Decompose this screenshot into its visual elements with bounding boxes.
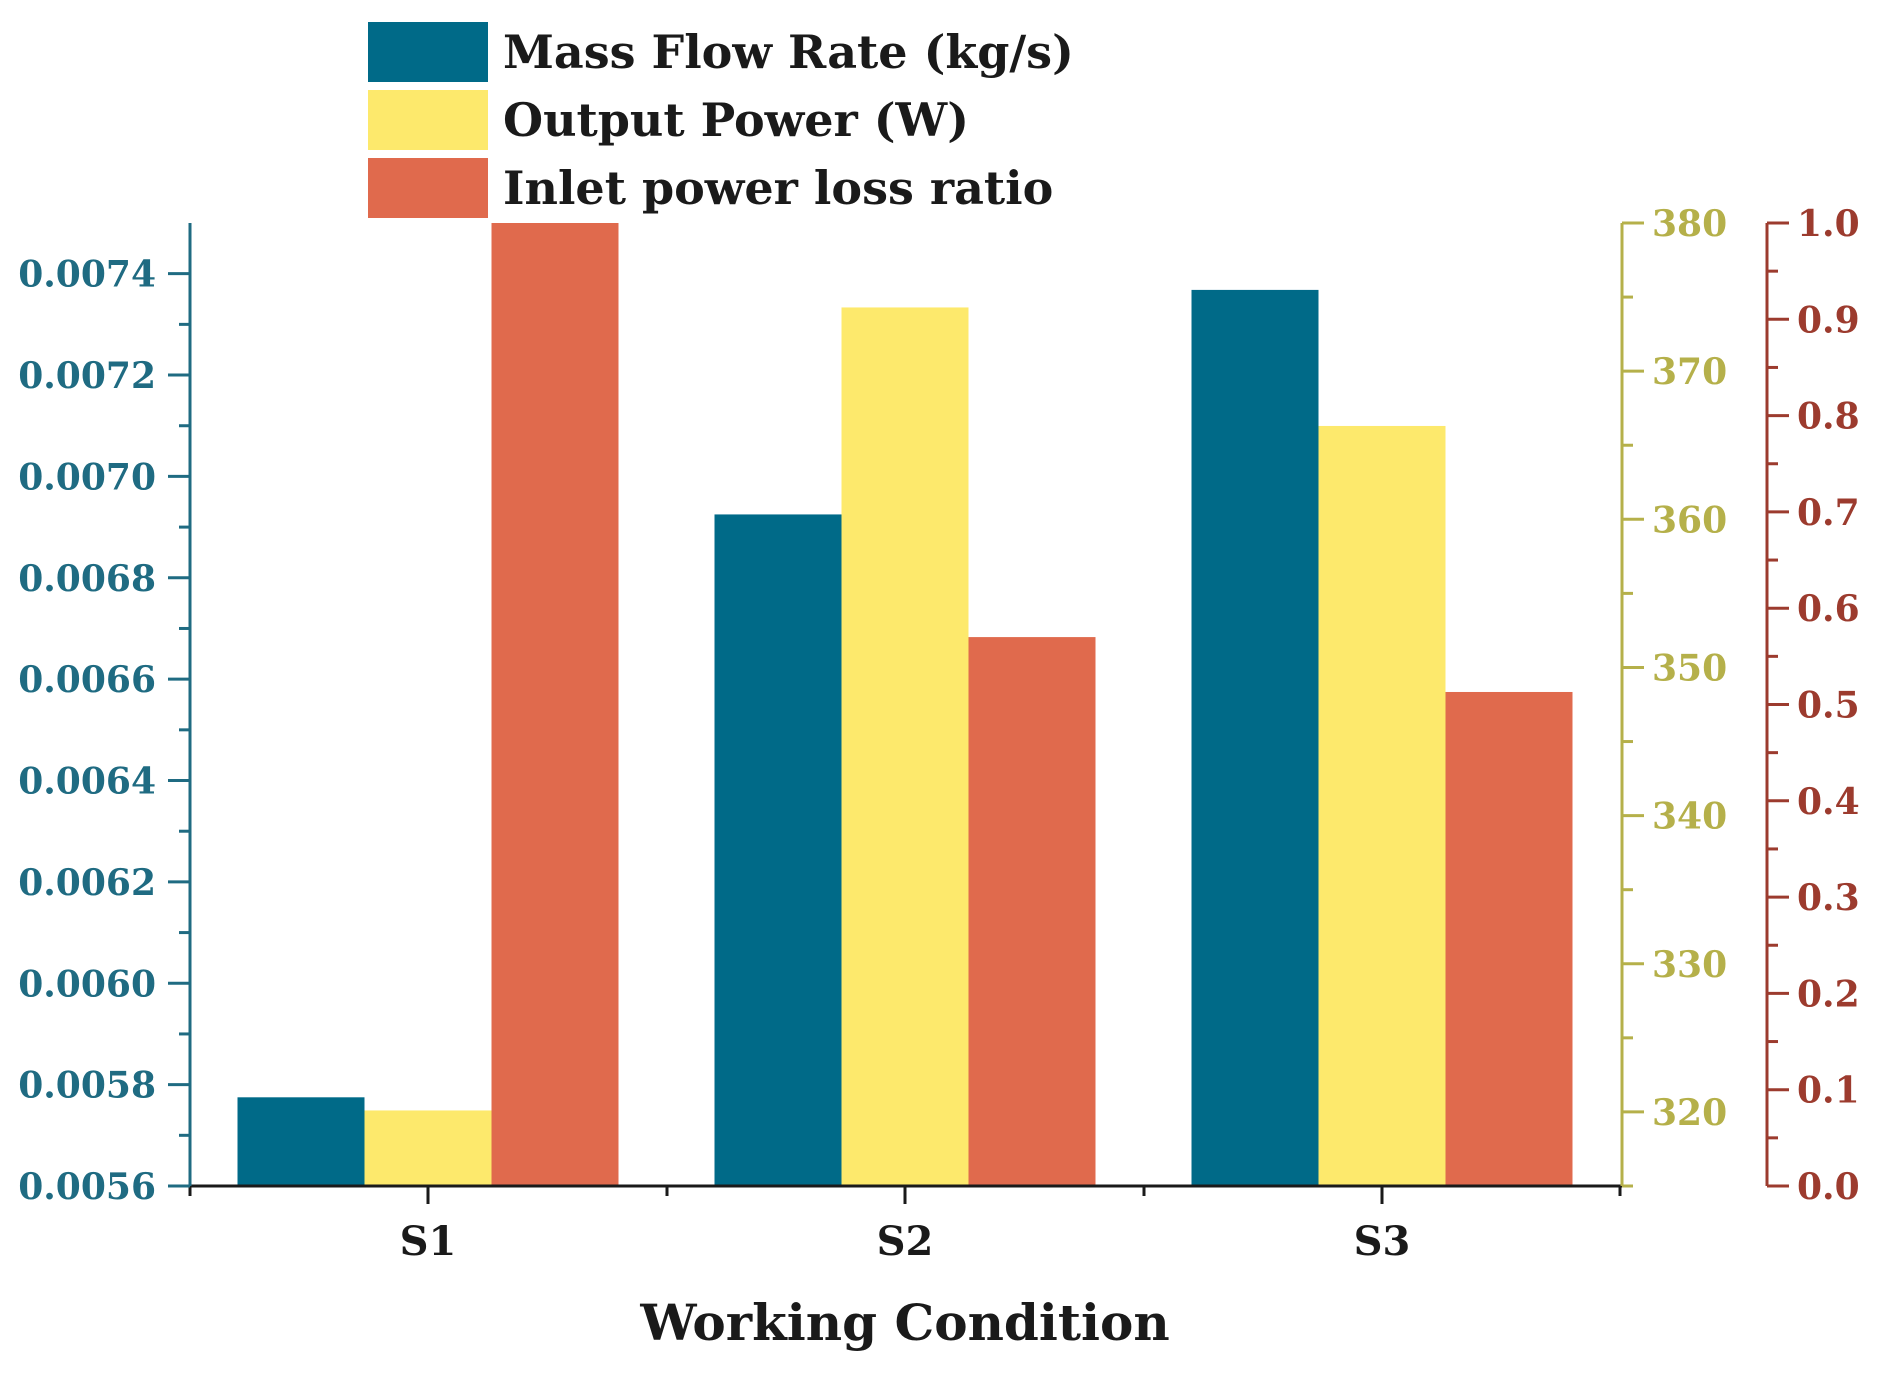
left-tick-label: 0.0056 (18, 1166, 156, 1208)
legend-label-1: Mass Flow Rate (kg/s) (503, 25, 1074, 79)
left-tick-label: 0.0064 (18, 761, 156, 803)
right-power-tick-label: 380 (1652, 203, 1727, 245)
right-ratio-tick-label: 0.6 (1797, 588, 1860, 630)
right-ratio-tick-label: 0.2 (1797, 973, 1860, 1015)
x-tick-label-s3: S3 (1354, 1218, 1411, 1265)
x-tick-label-s2: S2 (877, 1218, 934, 1265)
right-power-tick-label: 350 (1652, 647, 1727, 689)
right-ratio-tick-label: 1.0 (1797, 203, 1860, 245)
right-ratio-tick-label: 0.9 (1797, 299, 1860, 341)
right-power-tick-label: 340 (1652, 796, 1727, 838)
x-axis-title: Working Condition (639, 1293, 1169, 1352)
legend-label-3: Inlet power loss ratio (503, 161, 1053, 215)
bar-s3-series-3 (1445, 691, 1573, 1186)
legend-swatch-1 (368, 22, 488, 82)
left-tick-label: 0.0066 (18, 659, 156, 701)
right-ratio-tick-label: 0.3 (1797, 877, 1860, 919)
bar-s2-series-3 (968, 637, 1096, 1186)
right-ratio-tick-label: 0.5 (1797, 685, 1860, 727)
axes: S1 S2 S30.00560.00580.00600.00620.00640.00… (18, 203, 1859, 1265)
left-tick-label: 0.0060 (18, 963, 156, 1005)
bar-s1-series-1 (237, 1097, 365, 1186)
legend-swatch-3 (368, 158, 488, 218)
bar-s2-series-2 (841, 307, 969, 1186)
right-ratio-tick-label: 0.8 (1797, 396, 1860, 438)
bar-s1-series-3 (491, 223, 619, 1186)
right-power-tick-label: 360 (1652, 499, 1727, 541)
right-ratio-tick-label: 0.0 (1797, 1166, 1860, 1208)
left-tick-label: 0.0074 (18, 254, 156, 296)
legend-label-2: Output Power (W) (503, 93, 969, 147)
bar-s2-series-1 (714, 514, 842, 1186)
x-tick-label-s1: S1 (400, 1218, 457, 1265)
left-tick-label: 0.0062 (18, 862, 156, 904)
right-power-tick-label: 330 (1652, 944, 1727, 986)
right-power-tick-label: 370 (1652, 351, 1727, 393)
bar-s1-series-2 (364, 1110, 492, 1186)
bar-s3-series-2 (1318, 425, 1446, 1186)
left-tick-label: 0.0070 (18, 456, 156, 498)
right-ratio-tick-label: 0.7 (1797, 492, 1860, 534)
right-ratio-tick-label: 0.4 (1797, 781, 1860, 823)
legend: Mass Flow Rate (kg/s) Output Power (W) Inl… (368, 22, 1074, 218)
left-tick-label: 0.0072 (18, 355, 156, 397)
legend-swatch-2 (368, 90, 488, 150)
bar-s3-series-1 (1191, 289, 1319, 1186)
right-power-tick-label: 320 (1652, 1092, 1727, 1134)
left-tick-label: 0.0058 (18, 1065, 156, 1107)
left-tick-label: 0.0068 (18, 558, 156, 600)
right-ratio-tick-label: 0.1 (1797, 1070, 1860, 1112)
bars (237, 223, 1573, 1186)
